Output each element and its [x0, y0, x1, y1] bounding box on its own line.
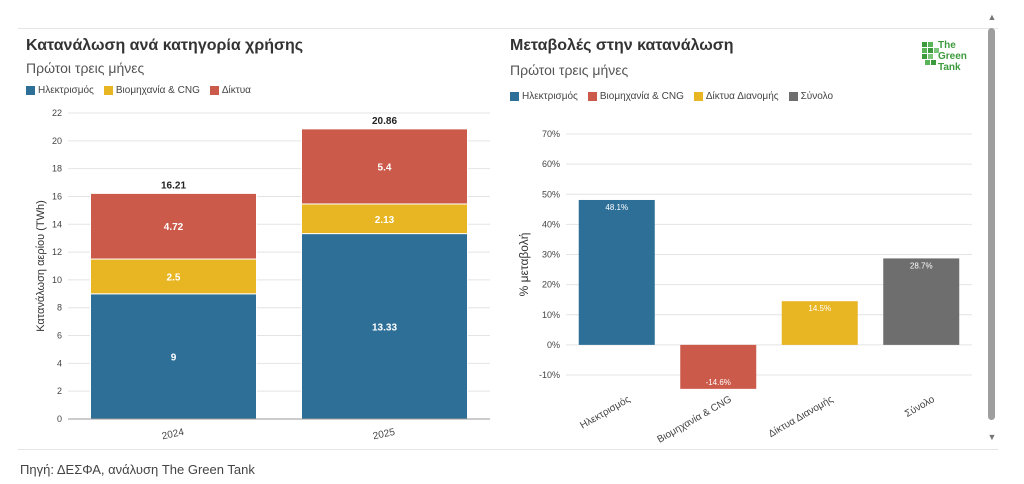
logo-line: The	[938, 40, 956, 51]
legend-swatch	[587, 92, 597, 101]
scroll-up-icon[interactable]: ▲	[987, 12, 997, 22]
legend-item-total[interactable]: Σύνολο	[788, 91, 834, 102]
left-chart-subtitle: Πρώτοι τρεις μήνες	[26, 60, 145, 76]
right-chart-legend: Ηλεκτρισμός Βιομηχανία & CNG Δίκτυα Διαν…	[510, 91, 833, 102]
green-tank-logo: The Green Tank	[920, 40, 978, 78]
source-note: Πηγή: ΔΕΣΦΑ, ανάλυση The Green Tank	[20, 462, 255, 477]
legend-swatch	[103, 86, 113, 95]
right-chart-subtitle: Πρώτοι τρεις μήνες	[510, 62, 629, 78]
legend-label: Ηλεκτρισμός	[522, 91, 578, 102]
dashboard-frame	[18, 28, 998, 450]
legend-label: Βιομηχανία & CNG	[599, 91, 684, 102]
legend-label: Δίκτυα Διανομής	[705, 91, 779, 102]
legend-item-industry[interactable]: Βιομηχανία & CNG	[103, 85, 200, 96]
leaf-icon	[922, 42, 939, 65]
scroll-down-icon[interactable]: ▼	[987, 432, 997, 442]
legend-swatch	[510, 92, 519, 101]
logo-line: Tank	[938, 62, 961, 73]
logo-line: Green	[938, 51, 967, 62]
legend-item-electricity[interactable]: Ηλεκτρισμός	[26, 85, 94, 96]
legend-swatch	[209, 86, 219, 95]
legend-item-networks[interactable]: Δίκτυα	[209, 85, 251, 96]
legend-item-electricity[interactable]: Ηλεκτρισμός	[510, 91, 578, 102]
left-chart-legend: Ηλεκτρισμός Βιομηχανία & CNG Δίκτυα	[26, 85, 251, 96]
legend-item-distribution[interactable]: Δίκτυα Διανομής	[693, 91, 779, 102]
legend-swatch	[26, 86, 35, 95]
scrollbar-thumb[interactable]	[988, 28, 995, 420]
left-chart-title: Κατανάλωση ανά κατηγορία χρήσης	[26, 37, 304, 54]
legend-item-industry[interactable]: Βιομηχανία & CNG	[587, 91, 684, 102]
right-chart-title: Μεταβολές στην κατανάλωση	[510, 37, 734, 54]
legend-label: Σύνολο	[800, 91, 834, 102]
legend-label: Ηλεκτρισμός	[38, 85, 94, 96]
legend-swatch	[788, 92, 798, 101]
logo-text: The Green Tank	[938, 40, 967, 73]
legend-label: Δίκτυα	[221, 85, 251, 96]
legend-label: Βιομηχανία & CNG	[115, 85, 200, 96]
legend-swatch	[693, 92, 703, 101]
